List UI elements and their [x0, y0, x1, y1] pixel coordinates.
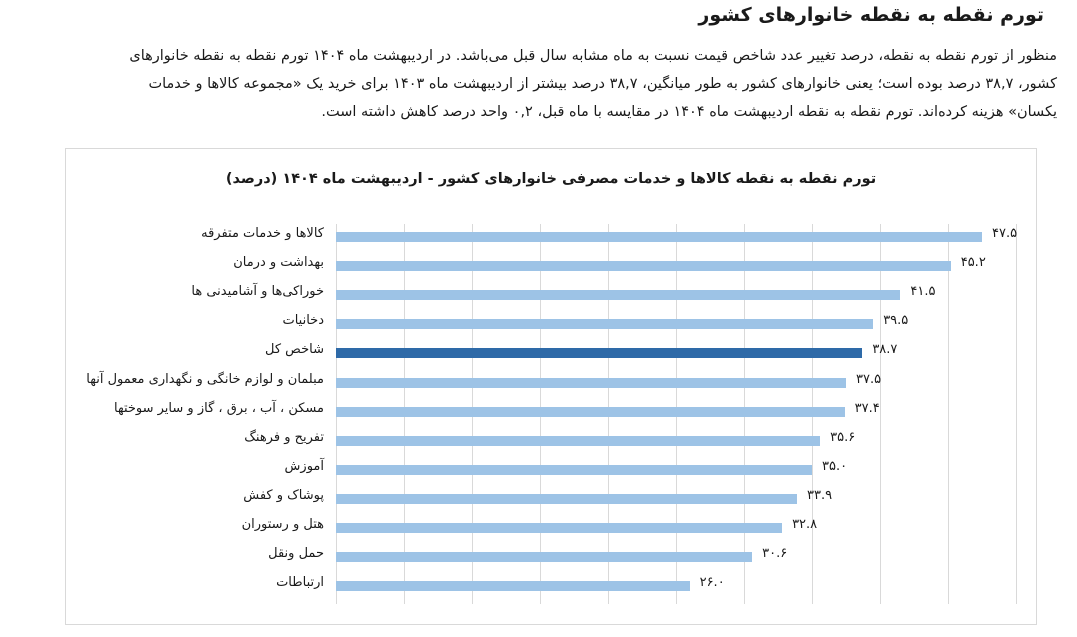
gridline	[1016, 224, 1017, 604]
category-label: خوراکی‌ها و آشامیدنی ها	[191, 284, 324, 299]
category-label: شاخص کل	[265, 342, 324, 357]
bar	[336, 523, 783, 533]
data-label: ۴۵.۲	[960, 255, 986, 270]
bar	[336, 581, 690, 591]
data-label: ۳۸.۷	[872, 342, 898, 357]
bar	[336, 319, 874, 329]
data-label: ۴۱.۵	[910, 284, 936, 299]
bar	[336, 232, 982, 242]
data-label: ۳۹.۵	[883, 313, 909, 328]
chart-container: تورم نقطه به نقطه کالاها و خدمات مصرفی خ…	[65, 148, 1037, 625]
bar	[336, 407, 845, 417]
paragraph-line: کشور، ۳۸,۷ درصد بوده است؛ یعنی خانوارهای…	[148, 76, 1057, 92]
bar	[336, 494, 798, 504]
paragraph-line: منظور از تورم نقطه به نقطه، درصد تغییر ع…	[129, 48, 1057, 64]
category-axis: کالاها و خدمات متفرقه بهداشت و درمان خوراک…	[66, 224, 324, 604]
gridline	[880, 224, 881, 604]
category-label: مبلمان و لوازم خانگی و نگهداری معمول آنه…	[86, 372, 324, 387]
bar	[336, 465, 812, 475]
data-label: ۳۲.۸	[792, 517, 818, 532]
category-label: هتل و رستوران	[241, 517, 324, 532]
category-label: تفریح و فرهنگ	[244, 430, 324, 445]
data-label: ۳۳.۹	[807, 488, 833, 503]
category-label: دخانیات	[282, 313, 324, 328]
plot-area: ۴۷.۵ ۴۵.۲ ۴۱.۵ ۳۹.۵ ۳۸.۷ ۳۷.۵ ۳۷.۴ ۳۵.۶ ۳۵.۰ ۳۳.۹…	[336, 224, 1018, 604]
category-label: بهداشت و درمان	[233, 255, 324, 270]
category-label: کالاها و خدمات متفرقه	[201, 226, 324, 241]
category-label: ارتباطات	[276, 575, 324, 590]
bar	[336, 290, 901, 300]
gridline	[948, 224, 949, 604]
article-paragraph: منظور از تورم نقطه به نقطه، درصد تغییر ع…	[20, 42, 1057, 126]
data-label: ۴۷.۵	[992, 226, 1018, 241]
paragraph-line: یکسان» هزینه کرده‌اند. تورم نقطه به نقطه…	[321, 104, 1057, 120]
article-heading: تورم نقطه به نقطه خانوارهای کشور	[698, 4, 1044, 26]
category-label: آموزش	[284, 459, 324, 474]
bar	[336, 378, 846, 388]
data-label: ۳۵.۰	[822, 459, 848, 474]
category-label: پوشاک و کفش	[243, 488, 324, 503]
bar	[336, 552, 753, 562]
data-label: ۳۷.۴	[854, 401, 880, 416]
data-label: ۳۷.۵	[856, 372, 882, 387]
bar	[336, 436, 821, 446]
bar	[336, 348, 863, 358]
data-label: ۳۰.۶	[762, 546, 788, 561]
data-label: ۲۶.۰	[699, 575, 725, 590]
chart-title: تورم نقطه به نقطه کالاها و خدمات مصرفی خ…	[225, 171, 877, 187]
bar	[336, 261, 951, 271]
category-label: حمل ونقل	[268, 546, 324, 561]
data-label: ۳۵.۶	[830, 430, 856, 445]
category-label: مسکن ، آب ، برق ، گاز و سایر سوختها	[113, 401, 324, 416]
